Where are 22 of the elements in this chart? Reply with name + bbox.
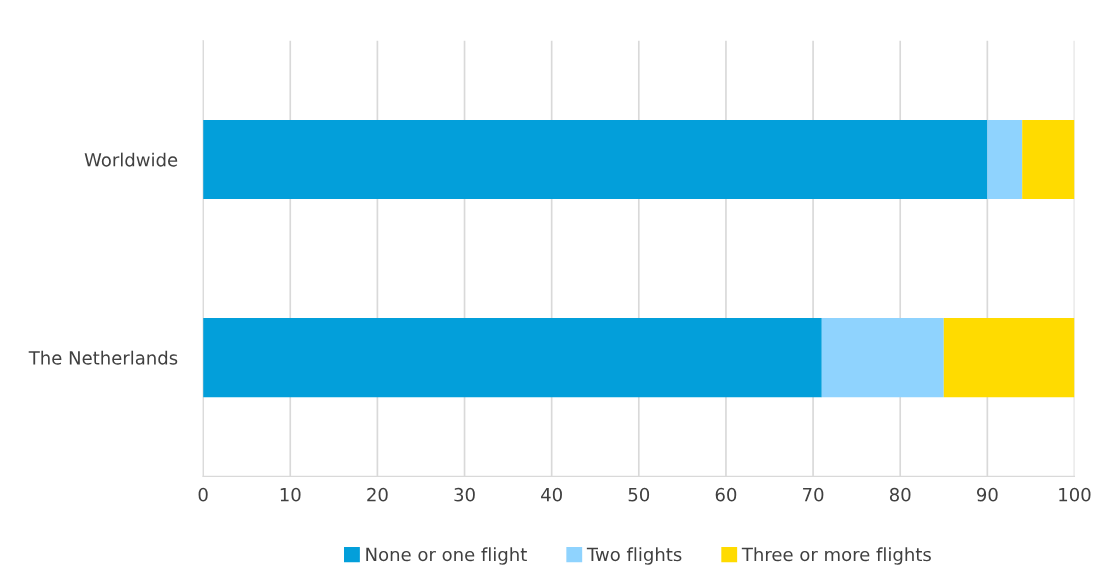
x-tick-label: 20 [367, 487, 388, 502]
y-tick-label: The Netherlands [28, 350, 178, 365]
x-tick-label: 60 [715, 487, 737, 502]
x-tick-label: 30 [454, 487, 475, 502]
bar [1022, 119, 1075, 200]
legend-label: Two flights [586, 547, 682, 565]
x-tick-label: 70 [803, 487, 824, 502]
bar [987, 119, 1023, 200]
x-tick-label: 90 [976, 487, 998, 502]
bar [943, 317, 1075, 398]
x-tick-label: 50 [628, 487, 650, 502]
x-tick-label: 40 [541, 487, 562, 502]
x-tick-label: 0 [198, 487, 208, 502]
legend-label: None or one flight [366, 547, 527, 565]
y-tick-label: Worldwide [84, 152, 178, 167]
x-tick-label: 100 [1059, 487, 1091, 502]
bar [203, 317, 822, 398]
legend-label: Three or more flights [741, 547, 931, 565]
x-tick-label: 10 [280, 487, 301, 502]
bar [821, 317, 944, 398]
bar [203, 119, 988, 200]
x-tick-label: 80 [889, 487, 911, 502]
